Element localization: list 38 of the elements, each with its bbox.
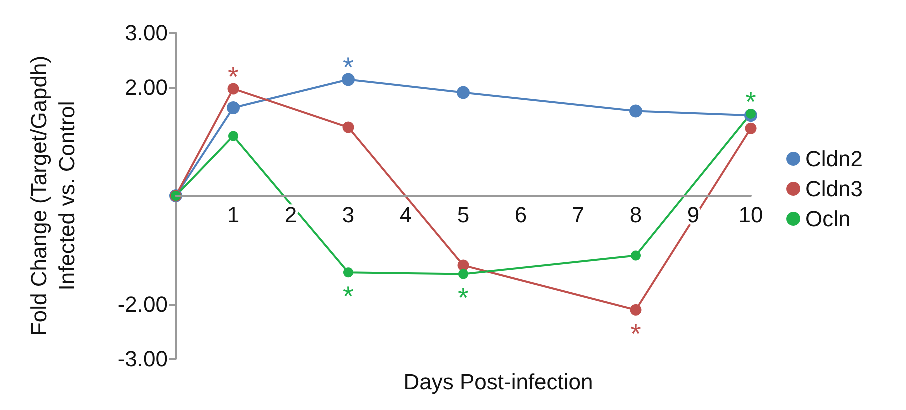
point (228, 131, 238, 142)
x-tick-label: 8 (630, 202, 642, 228)
y-axis-title: Fold Change (Target/Gapdh) Infected vs. Control (26, 56, 80, 336)
annotation: * (343, 281, 354, 312)
annotation: * (228, 61, 240, 92)
point (457, 86, 470, 100)
x-axis-title: Days Post-infection (404, 370, 594, 394)
point (342, 122, 354, 134)
annotation: * (630, 318, 642, 350)
point (630, 304, 642, 316)
x-tick-label: 5 (457, 202, 470, 228)
legend-label: Ocln (806, 206, 851, 232)
x-tick-label: 7 (572, 202, 585, 228)
point (458, 260, 470, 272)
point (630, 104, 642, 118)
point (228, 83, 240, 95)
legend-label: Cldn3 (806, 176, 864, 202)
legend-label: Cldn2 (806, 146, 864, 172)
x-tick-label: 1 (227, 202, 240, 228)
y-tick-label: -3.00 (118, 346, 168, 372)
x-tick-label: 3 (342, 202, 355, 228)
y-tick-label: 3.00 (125, 20, 168, 46)
point (342, 73, 355, 86)
point (745, 122, 757, 134)
point (746, 108, 756, 119)
point (227, 101, 240, 114)
y-tick-label: -2.00 (118, 292, 168, 318)
x-tick-label: 6 (514, 202, 528, 228)
point (458, 269, 468, 280)
annotation: * (458, 282, 470, 314)
annotation: * (746, 86, 757, 118)
x-tick-label: 10 (738, 202, 764, 228)
point (344, 268, 354, 278)
y-tick-label: 2.00 (125, 74, 168, 100)
x-tick-label: 2 (284, 202, 298, 228)
annotation: * (343, 52, 354, 84)
x-tick-label: 4 (400, 202, 412, 228)
point (631, 250, 641, 261)
